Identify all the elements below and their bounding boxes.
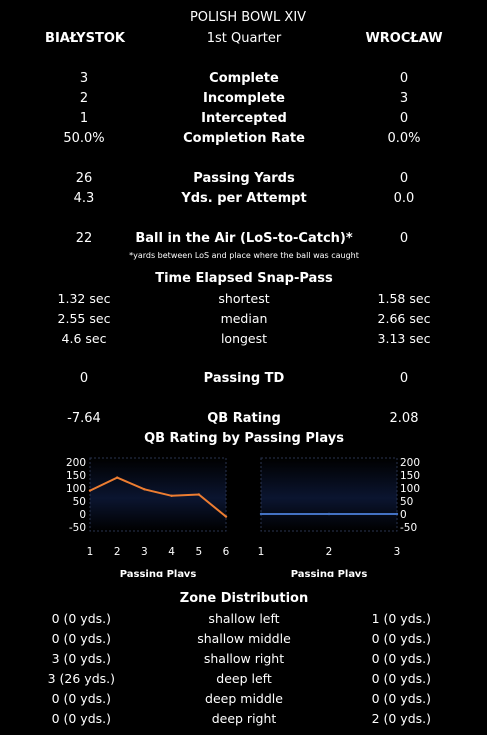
y-tick-label: 200 — [400, 457, 420, 469]
stat-label: Complete — [209, 71, 279, 86]
stat-label: Passing TD — [203, 371, 285, 386]
stat-right-value: 0.0 — [393, 191, 415, 206]
zone-right-value: 0 (0 yds.) — [371, 651, 431, 666]
zone-label: shallow right — [203, 651, 285, 666]
stat-label: Ball in the Air (LoS-to-Catch)* — [135, 231, 353, 246]
zone-left-value: 3 (26 yds.) — [47, 671, 115, 686]
zone-heading: Zone Distribution — [179, 591, 309, 606]
y-tick-label: 50 — [73, 496, 86, 508]
zone-label: deep left — [216, 671, 272, 686]
x-tick-label: 1 — [258, 546, 265, 558]
data-point — [395, 512, 399, 516]
stat-left-value: 50.0% — [63, 131, 105, 146]
stat-label: Completion Rate — [183, 131, 305, 146]
y-tick-label: 200 — [66, 457, 86, 469]
stat-right-value: 0 — [399, 171, 409, 186]
y-tick-label: 150 — [400, 470, 420, 482]
x-tick-label: 4 — [168, 546, 175, 558]
stat-left-value: 22 — [75, 231, 93, 246]
x-tick-label: 2 — [114, 546, 121, 558]
x-axis-label: Passing Plays — [120, 569, 197, 577]
plot-area — [89, 457, 227, 532]
zone-left-value: 0 (0 yds.) — [51, 711, 111, 726]
stat-right-value: 0.0% — [387, 131, 421, 146]
stat-left-value: 4.6 sec — [61, 331, 107, 346]
stat-left-value: 4.3 — [73, 191, 95, 206]
stat-right-value: 0 — [399, 371, 409, 386]
stat-left-value: 0 — [79, 371, 89, 386]
snap-pass-heading: Time Elapsed Snap-Pass — [155, 271, 333, 286]
zone-right-value: 0 (0 yds.) — [371, 691, 431, 706]
stat-right-value: 0 — [399, 71, 409, 86]
stat-right-value: 2.08 — [389, 411, 419, 426]
stat-left-value: 2.55 sec — [57, 311, 111, 326]
x-tick-label: 3 — [394, 546, 401, 558]
y-tick-label: -50 — [69, 522, 86, 534]
stat-right-value: 1.58 sec — [377, 291, 431, 306]
x-tick-label: 3 — [141, 546, 148, 558]
data-point — [116, 476, 119, 479]
data-point — [259, 512, 263, 516]
stat-left-value: 1.32 sec — [57, 291, 111, 306]
zone-label: shallow left — [208, 611, 280, 626]
plot-area — [260, 457, 398, 532]
zone-right-value: 1 (0 yds.) — [371, 611, 431, 626]
zone-label: shallow middle — [197, 631, 291, 646]
y-tick-label: 0 — [400, 509, 407, 521]
data-point — [143, 488, 146, 491]
zone-left-value: 0 (0 yds.) — [51, 611, 111, 626]
x-axis-label: Passing Plays — [291, 569, 368, 577]
zone-label: deep right — [211, 711, 277, 726]
stat-right-value: 3 — [399, 91, 409, 106]
stat-right-value: 3.13 sec — [377, 331, 431, 346]
stat-label: shortest — [218, 291, 270, 306]
period-label: 1st Quarter — [206, 31, 282, 46]
data-point — [88, 489, 92, 492]
zone-label: deep middle — [205, 691, 283, 706]
zone-right-value: 0 (0 yds.) — [371, 671, 431, 686]
y-tick-label: 0 — [79, 509, 86, 521]
team-right-name: WROCŁAW — [365, 31, 443, 46]
data-point — [170, 494, 173, 497]
data-point — [224, 515, 228, 518]
zone-left-value: 0 (0 yds.) — [51, 631, 111, 646]
stat-label: Passing Yards — [193, 171, 295, 186]
y-tick-label: 150 — [66, 470, 86, 482]
page-title: POLISH BOWL XIV — [189, 10, 307, 25]
y-tick-label: 100 — [400, 483, 420, 495]
stat-label: longest — [220, 331, 268, 346]
stat-left-value: 1 — [79, 111, 89, 126]
zone-right-value: 0 (0 yds.) — [371, 631, 431, 646]
stat-label: QB Rating — [207, 411, 281, 426]
data-point — [197, 493, 200, 496]
ball-air-footnote: *yards between LoS and place where the b… — [129, 251, 359, 260]
y-tick-label: 100 — [66, 483, 86, 495]
team-left-name: BIAŁYSTOK — [45, 31, 125, 46]
data-point — [327, 512, 331, 516]
y-tick-label: 50 — [400, 496, 413, 508]
stat-left-value: 26 — [75, 171, 93, 186]
zone-left-value: 0 (0 yds.) — [51, 691, 111, 706]
x-tick-label: 6 — [223, 546, 230, 558]
stat-left-value: 3 — [79, 71, 89, 86]
y-tick-label: -50 — [400, 522, 417, 534]
stat-label: Yds. per Attempt — [181, 191, 307, 206]
x-tick-label: 1 — [87, 546, 94, 558]
stat-left-value: 2 — [79, 91, 89, 106]
stat-right-value: 2.66 sec — [377, 311, 431, 326]
zone-left-value: 3 (0 yds.) — [51, 651, 111, 666]
stat-right-value: 0 — [399, 111, 409, 126]
stat-left-value: -7.64 — [67, 411, 101, 426]
zone-right-value: 2 (0 yds.) — [371, 711, 431, 726]
stat-right-value: 0 — [399, 231, 409, 246]
stat-label: median — [220, 311, 268, 326]
chart-heading: QB Rating by Passing Plays — [144, 431, 344, 446]
x-tick-label: 5 — [195, 546, 202, 558]
stat-label: Intercepted — [201, 111, 287, 126]
stat-label: Incomplete — [203, 91, 285, 106]
series-line — [89, 476, 227, 518]
x-tick-label: 2 — [326, 546, 333, 558]
